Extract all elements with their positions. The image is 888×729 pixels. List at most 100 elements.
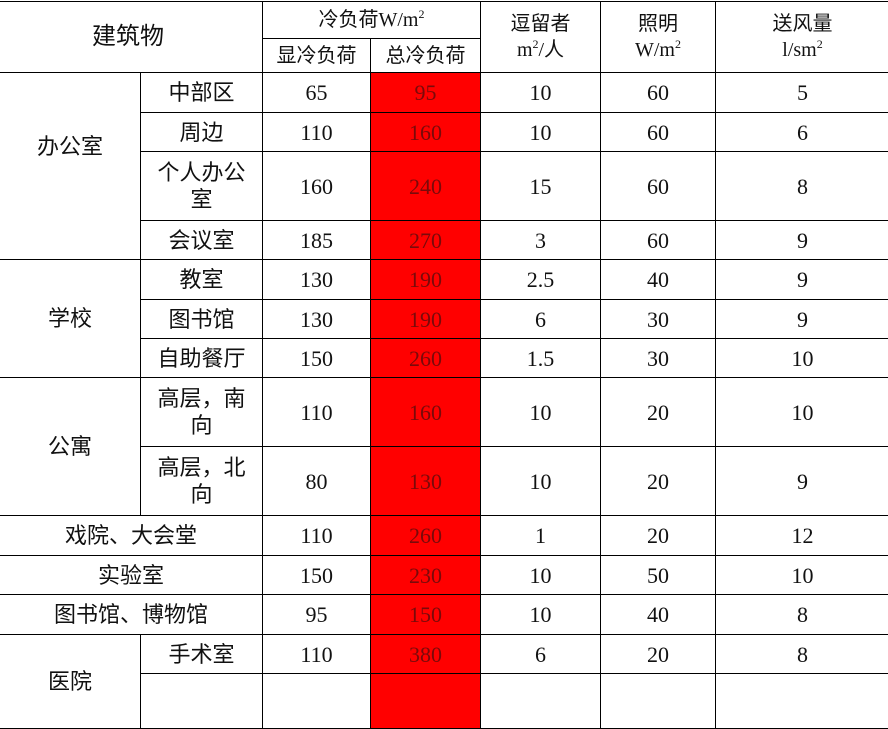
sensible-load: 185 (263, 221, 371, 260)
total-load: 260 (371, 339, 481, 378)
total-load: 160 (371, 378, 481, 447)
lighting: 40 (601, 595, 716, 635)
sensible-load: 150 (263, 556, 371, 595)
occupancy: 10 (481, 378, 601, 447)
airflow: 8 (716, 152, 888, 221)
airflow: 10 (716, 378, 888, 447)
lighting: 20 (601, 378, 716, 447)
occupancy: 1.5 (481, 339, 601, 378)
group-hospital: 医院 (0, 635, 141, 729)
header-cooling-load: 冷负荷W/m2 (263, 2, 481, 39)
airflow: 9 (716, 260, 888, 300)
occupancy: 6 (481, 635, 601, 674)
total-load: 270 (371, 221, 481, 260)
building-name: 个人办公室 (141, 152, 263, 221)
occupancy: 10 (481, 113, 601, 152)
total-load: 95 (371, 73, 481, 113)
total-load: 190 (371, 260, 481, 300)
sensible-load: 150 (263, 339, 371, 378)
header-building: 建筑物 (0, 2, 263, 73)
occupancy: 10 (481, 595, 601, 635)
lighting: 60 (601, 113, 716, 152)
sensible-load: 130 (263, 300, 371, 339)
sensible-load: 80 (263, 447, 371, 516)
airflow: 12 (716, 516, 888, 556)
building-name: 教室 (141, 260, 263, 300)
building-name: 戏院、大会堂 (0, 516, 263, 556)
building-name: 实验室 (0, 556, 263, 595)
building-name: 会议室 (141, 221, 263, 260)
occupancy: 10 (481, 447, 601, 516)
sensible-load: 110 (263, 516, 371, 556)
occupancy: 2.5 (481, 260, 601, 300)
airflow: 9 (716, 447, 888, 516)
sensible-load (263, 674, 371, 729)
building-name: 周边 (141, 113, 263, 152)
lighting: 20 (601, 516, 716, 556)
total-load (371, 674, 481, 729)
lighting: 40 (601, 260, 716, 300)
lighting: 60 (601, 73, 716, 113)
total-load: 380 (371, 635, 481, 674)
building-name (141, 674, 263, 729)
lighting: 50 (601, 556, 716, 595)
lighting: 30 (601, 300, 716, 339)
building-name: 图书馆、博物馆 (0, 595, 263, 635)
building-name: 手术室 (141, 635, 263, 674)
sensible-load: 130 (263, 260, 371, 300)
lighting: 30 (601, 339, 716, 378)
group-apartment: 公寓 (0, 378, 141, 516)
occupancy: 3 (481, 221, 601, 260)
total-load: 230 (371, 556, 481, 595)
header-total: 总冷负荷 (371, 39, 481, 73)
sensible-load: 95 (263, 595, 371, 635)
sensible-load: 110 (263, 378, 371, 447)
lighting: 20 (601, 635, 716, 674)
lighting: 60 (601, 152, 716, 221)
lighting: 60 (601, 221, 716, 260)
airflow: 10 (716, 556, 888, 595)
airflow: 8 (716, 635, 888, 674)
total-load: 150 (371, 595, 481, 635)
total-load: 260 (371, 516, 481, 556)
total-load: 160 (371, 113, 481, 152)
header-sensible: 显冷负荷 (263, 39, 371, 73)
total-load: 190 (371, 300, 481, 339)
airflow: 9 (716, 221, 888, 260)
sensible-load: 160 (263, 152, 371, 221)
occupancy: 15 (481, 152, 601, 221)
group-school: 学校 (0, 260, 141, 378)
building-name: 高层，北向 (141, 447, 263, 516)
airflow: 5 (716, 73, 888, 113)
group-office: 办公室 (0, 73, 141, 260)
occupancy: 1 (481, 516, 601, 556)
building-name: 图书馆 (141, 300, 263, 339)
total-load: 130 (371, 447, 481, 516)
airflow: 6 (716, 113, 888, 152)
airflow (716, 674, 888, 729)
occupancy (481, 674, 601, 729)
lighting: 20 (601, 447, 716, 516)
occupancy: 10 (481, 556, 601, 595)
occupancy: 6 (481, 300, 601, 339)
occupancy: 10 (481, 73, 601, 113)
airflow: 9 (716, 300, 888, 339)
building-name: 自助餐厅 (141, 339, 263, 378)
building-name: 高层，南向 (141, 378, 263, 447)
airflow: 8 (716, 595, 888, 635)
total-load: 240 (371, 152, 481, 221)
sensible-load: 110 (263, 635, 371, 674)
lighting (601, 674, 716, 729)
sensible-load: 110 (263, 113, 371, 152)
